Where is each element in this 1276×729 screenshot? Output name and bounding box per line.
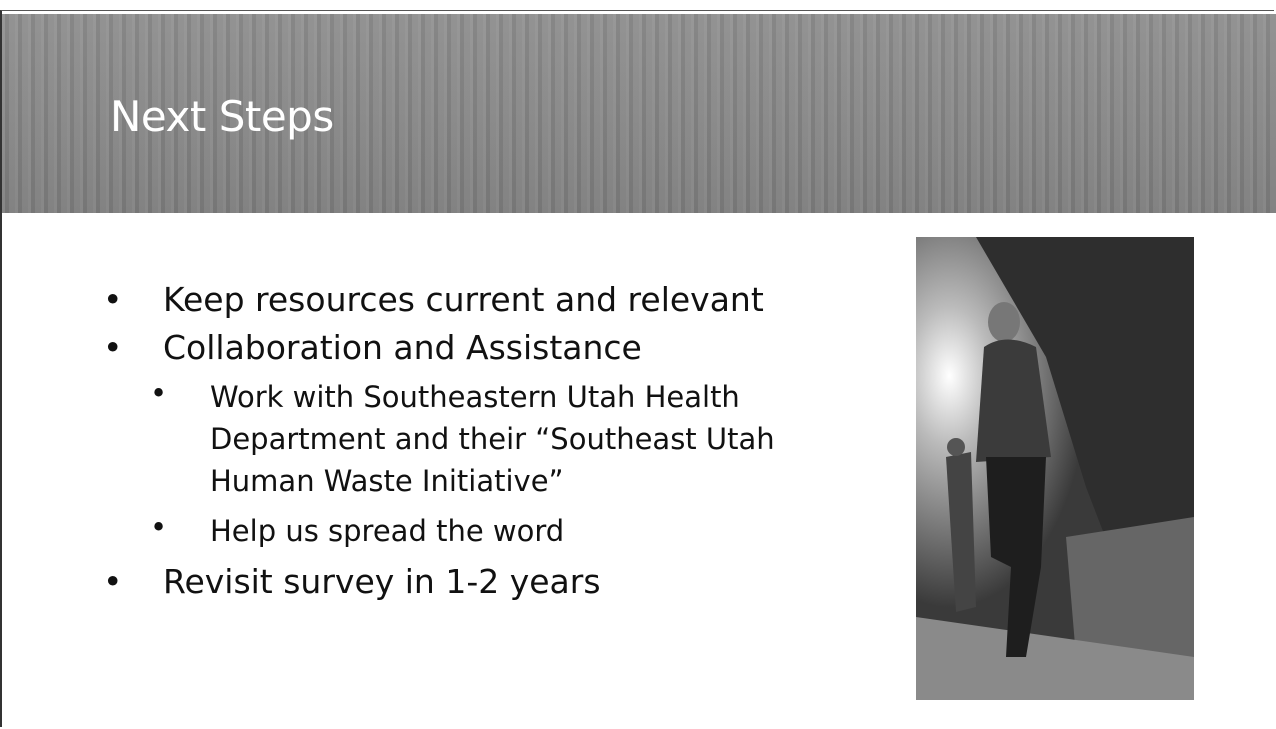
bullet-text: Revisit survey in 1-2 years xyxy=(163,562,601,601)
bullet: •Revisit survey in 1-2 years xyxy=(103,562,601,601)
sub-bullet-text: Help us spread the word xyxy=(210,510,810,552)
sub-bullet: •Work with Southeastern Utah Health Depa… xyxy=(150,376,810,502)
bullet-text: Keep resources current and relevant xyxy=(163,280,764,319)
hiker-photo xyxy=(916,237,1194,700)
bullet: •Keep resources current and relevant xyxy=(103,280,764,319)
sub-bullet: •Help us spread the word xyxy=(150,510,810,552)
bullet: •Collaboration and Assistance xyxy=(103,328,642,367)
sub-bullet-text: Work with Southeastern Utah Health Depar… xyxy=(210,376,810,502)
slide-title: Next Steps xyxy=(110,92,334,141)
bullet-text: Collaboration and Assistance xyxy=(163,328,642,367)
slide: {"title": "Next Steps", "bullets": [ {"t… xyxy=(0,0,1276,729)
